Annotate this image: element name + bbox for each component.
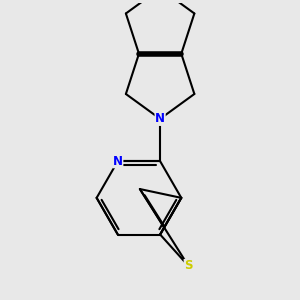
Text: S: S	[184, 260, 193, 272]
Text: N: N	[113, 155, 123, 168]
Text: N: N	[155, 112, 165, 125]
